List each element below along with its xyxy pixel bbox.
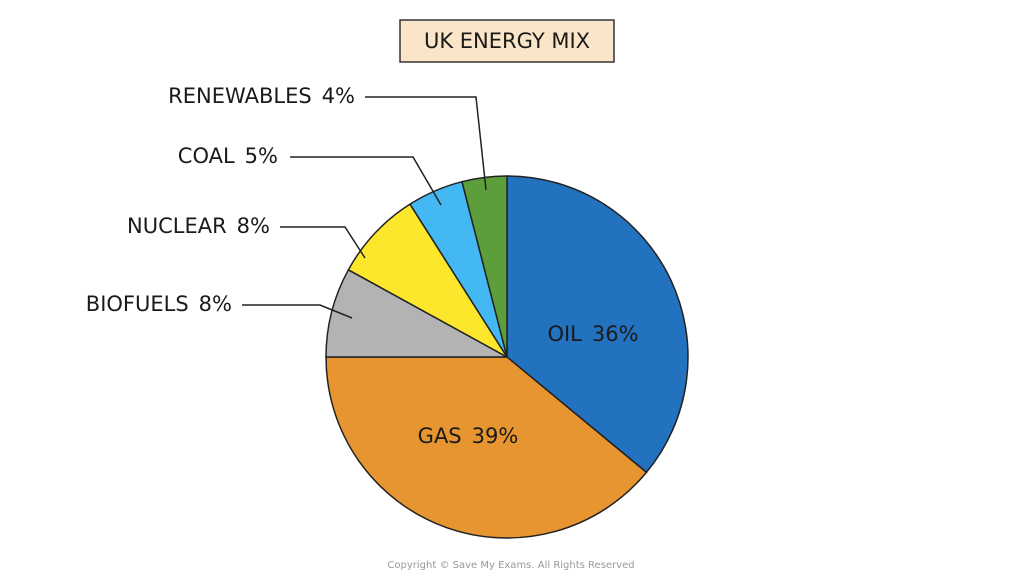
category-label: BIOFUELS <box>86 292 189 316</box>
chart-title: UK ENERGY MIX <box>424 29 590 53</box>
pie-slice <box>325 268 508 358</box>
value-label: 8% <box>237 214 270 238</box>
slice-label: COAL 5% <box>178 144 278 168</box>
slice-label: GAS 39% <box>418 424 519 448</box>
leader-line <box>242 304 353 319</box>
value-label: 8% <box>199 292 232 316</box>
value-label: 4% <box>322 84 355 108</box>
pie-slice <box>325 356 648 539</box>
category-label: COAL <box>178 144 235 168</box>
category-label: OIL <box>547 322 582 346</box>
value-label: 5% <box>245 144 278 168</box>
title-box <box>399 19 615 63</box>
slice-label: NUCLEAR 8% <box>127 214 270 238</box>
category-label: NUCLEAR <box>127 214 227 238</box>
pie-slice <box>347 203 508 358</box>
slice-label: RENEWABLES 4% <box>168 84 355 108</box>
pie-slice <box>506 175 689 474</box>
category-label: RENEWABLES <box>168 84 312 108</box>
value-label: 36% <box>592 322 639 346</box>
value-label: 39% <box>472 424 519 448</box>
copyright: Copyright © Save My Exams. All Rights Re… <box>387 560 634 571</box>
leader-line <box>365 96 487 191</box>
slice-label: BIOFUELS 8% <box>86 292 232 316</box>
slice-label: OIL 36% <box>547 322 638 346</box>
leader-line <box>290 156 442 206</box>
category-label: GAS <box>418 424 462 448</box>
leader-line <box>280 226 366 259</box>
